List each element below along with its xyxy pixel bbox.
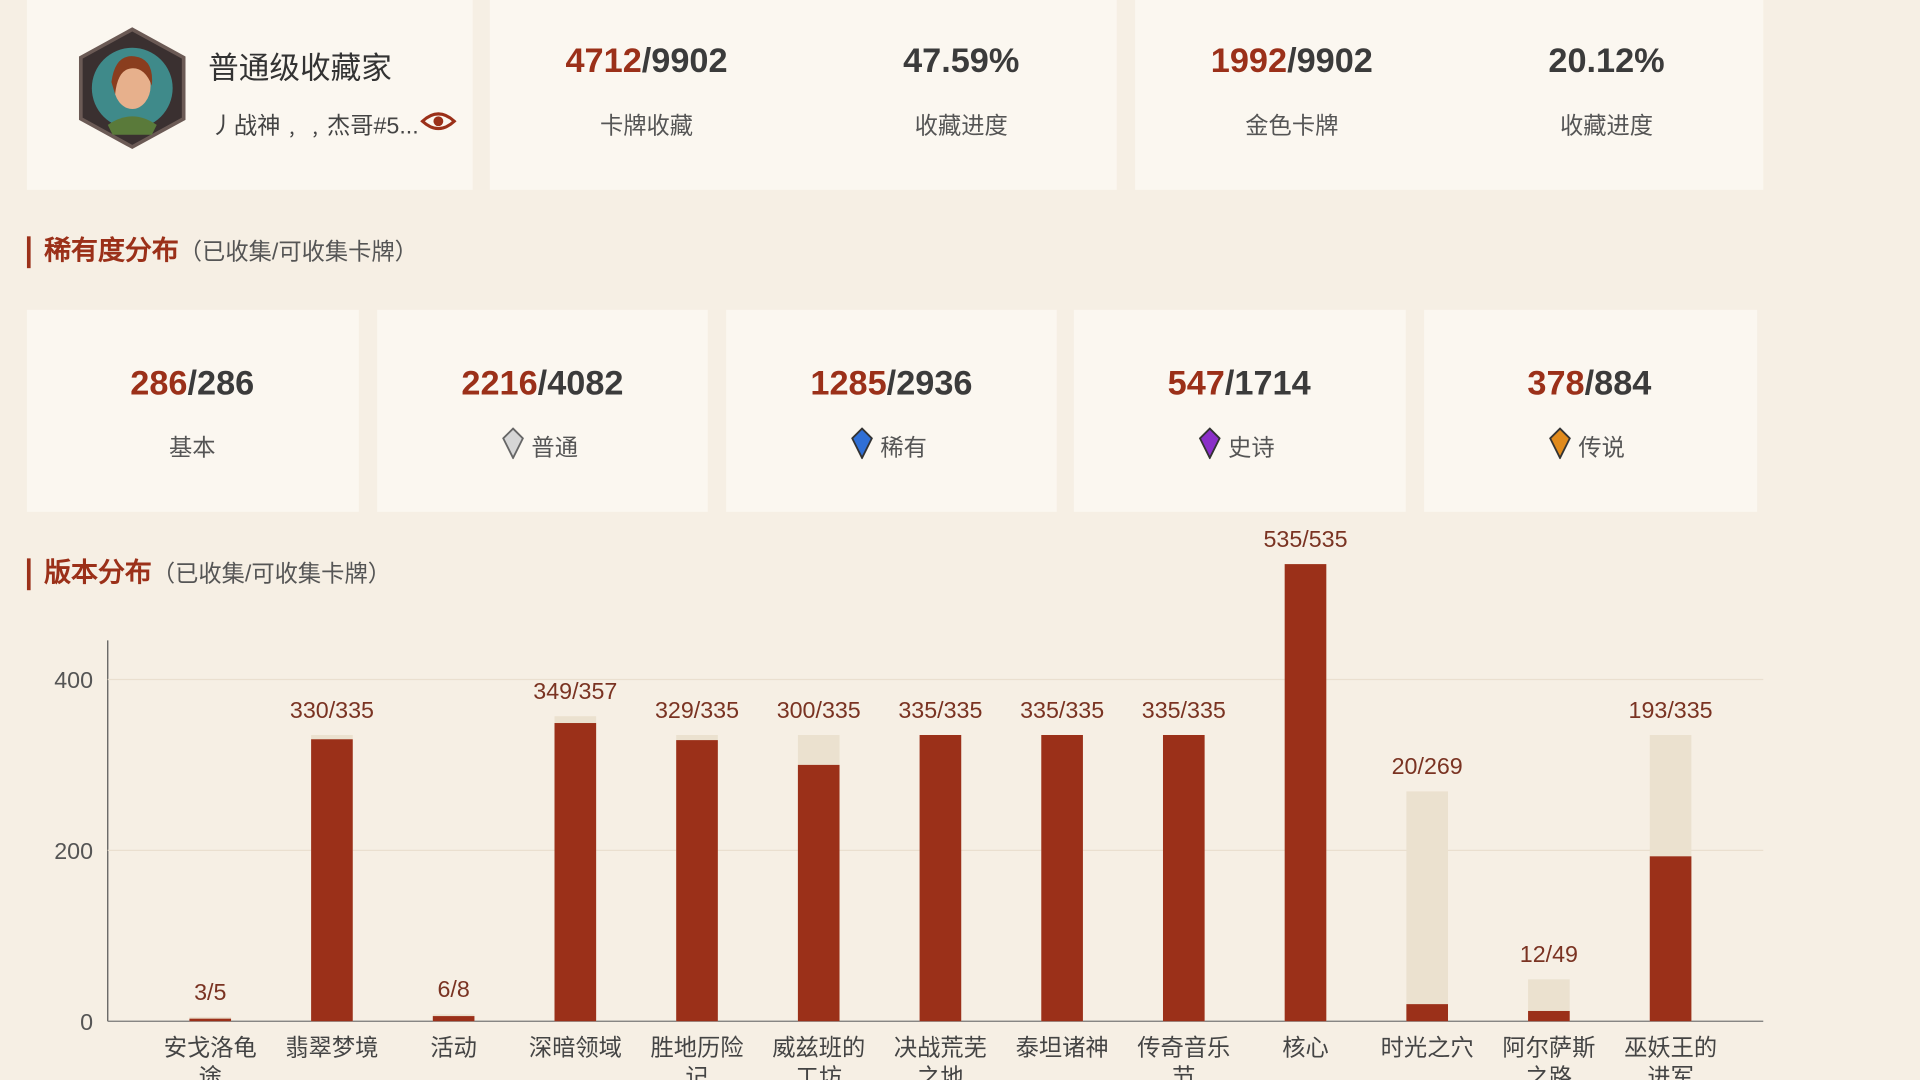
x-tick-label: 阿尔萨斯之路	[1502, 1035, 1595, 1080]
value-label: 330/335	[290, 697, 374, 723]
progress: 20.12%	[1548, 41, 1665, 80]
count: 2216/4082	[461, 363, 624, 402]
x-tick-label: 巫妖王的进军	[1624, 1035, 1717, 1080]
summary-card: 1992/9902 金色卡牌 20.12% 收藏进度	[1135, 0, 1764, 190]
count: 547/1714	[1167, 363, 1311, 402]
gem-icon	[502, 427, 524, 460]
value-label: 3/5	[194, 979, 226, 1005]
value-label: 535/535	[1263, 526, 1347, 552]
x-tick-label: 时光之穴	[1381, 1035, 1474, 1061]
progress: 47.59%	[903, 41, 1020, 80]
value-label: 349/357	[533, 678, 617, 704]
value-label: 335/335	[898, 697, 982, 723]
bar	[1162, 734, 1205, 1022]
title: 稀有度分布	[44, 235, 179, 266]
x-tick-label: 安戈洛龟途	[164, 1035, 257, 1080]
bar	[919, 734, 962, 1022]
eye-icon[interactable]	[420, 109, 457, 133]
gem-icon	[1198, 427, 1221, 460]
count: 378/884	[1527, 363, 1652, 402]
count-label: 金色卡牌	[1245, 113, 1339, 140]
profile-name: 丿战神﹐﹐杰哥#5...	[210, 113, 419, 140]
chart-subtitle: （已收集/可收集卡牌）	[151, 562, 391, 588]
label: 传说	[1578, 435, 1625, 462]
value-label: 335/335	[1020, 697, 1104, 723]
x-tick-label: 胜地历险记	[651, 1035, 744, 1080]
count-label: 卡牌收藏	[599, 113, 694, 140]
rarity-card: 1285/2936 稀有	[726, 309, 1057, 512]
x-tick-label: 威兹班的工坊	[772, 1035, 865, 1080]
profile-title: 普通级收藏家	[208, 51, 392, 86]
value-label: 6/8	[437, 976, 469, 1002]
value-label: 12/49	[1520, 941, 1578, 967]
bar	[797, 764, 840, 1022]
bar	[311, 739, 353, 1022]
x-tick-label: 泰坦诸神	[1016, 1035, 1109, 1061]
bar	[1284, 564, 1327, 1022]
y-tick-label: 200	[54, 838, 93, 864]
count: 1992/9902	[1210, 41, 1373, 80]
gem-icon	[1549, 427, 1571, 460]
y-tick-label: 400	[54, 667, 93, 693]
count: 1285/2936	[810, 363, 973, 402]
x-tick-label: 深暗领域	[529, 1035, 622, 1061]
label: 基本	[168, 435, 216, 462]
x-tick-label: 决战荒芜之地	[894, 1035, 987, 1080]
bar	[1406, 791, 1449, 1022]
section-title: 版本分布（已收集/可收集卡牌）	[26, 557, 391, 591]
section-title: 稀有度分布（已收集/可收集卡牌）	[26, 235, 418, 269]
value-label: 335/335	[1142, 697, 1226, 723]
value-label: 300/335	[777, 697, 861, 723]
count: 4712/9902	[565, 41, 728, 80]
x-tick-label: 核心	[1282, 1035, 1329, 1061]
chart-title: 版本分布	[44, 557, 152, 588]
subtitle: （已收集/可收集卡牌）	[178, 240, 418, 266]
rarity-card: 378/884 传说	[1424, 309, 1758, 512]
bar	[1649, 856, 1692, 1022]
value-label: 193/335	[1629, 697, 1713, 723]
bar	[1528, 1010, 1570, 1022]
x-tick-label: 翡翠梦境	[285, 1035, 378, 1061]
x-tick-label: 传奇音乐节	[1137, 1035, 1230, 1080]
bar	[1041, 734, 1083, 1022]
label: 史诗	[1228, 435, 1275, 462]
label: 普通	[531, 435, 578, 462]
label: 稀有	[880, 435, 927, 462]
rarity-card: 286/286 基本	[26, 309, 359, 512]
progress-label: 收藏进度	[914, 113, 1008, 140]
bar	[189, 1018, 232, 1022]
count: 286/286	[130, 363, 255, 402]
rarity-card: 2216/4082 普通	[377, 309, 708, 512]
bar	[554, 723, 597, 1022]
summary-card: 4712/9902 卡牌收藏 47.59% 收藏进度	[489, 0, 1117, 190]
avatar	[78, 27, 186, 150]
value-label: 329/335	[655, 697, 739, 723]
x-tick-label: 活动	[430, 1035, 477, 1061]
bar	[1406, 1004, 1449, 1022]
progress-label: 收藏进度	[1559, 113, 1654, 140]
profile-card: 普通级收藏家 丿战神﹐﹐杰哥#5...	[26, 0, 473, 190]
value-label: 20/269	[1392, 753, 1463, 779]
gem-icon	[851, 427, 873, 460]
y-tick-label: 0	[80, 1009, 93, 1035]
bar	[432, 1016, 475, 1022]
bar	[676, 740, 718, 1022]
rarity-card: 547/1714 史诗	[1073, 309, 1406, 512]
